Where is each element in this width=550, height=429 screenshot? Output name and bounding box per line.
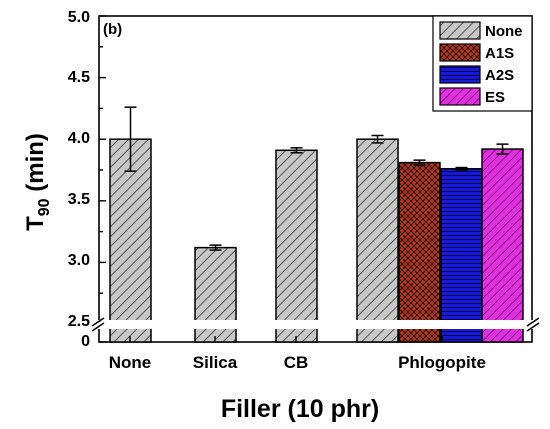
x-tick-label-silica: Silica — [193, 353, 238, 372]
x-axis-title: Filler (10 phr) — [221, 395, 379, 423]
y-tick-label-5.0: 5.0 — [68, 9, 90, 26]
error-bar-silica-none — [209, 244, 222, 251]
x-tick-label-phlogopite: Phlogopite — [398, 353, 486, 372]
error-bar-phlogopite-none — [371, 134, 384, 144]
bar-cb-none — [275, 149, 318, 343]
y-axis-title-main: T — [22, 216, 49, 231]
axis-break-right — [526, 317, 540, 332]
legend-label-a2s: A2S — [485, 67, 514, 84]
error-bar-phlogopite-a2s — [455, 166, 468, 171]
panel-label: (b) — [103, 21, 122, 38]
y-axis-title: T90 (min) — [22, 133, 53, 231]
x-tick-label-cb: CB — [284, 353, 309, 372]
error-bar-phlogopite-a1s — [413, 159, 426, 166]
y-tick-label-2.5: 2.5 — [68, 313, 90, 330]
y-tick-label-3.0: 3.0 — [68, 252, 90, 269]
axis-break-gap — [92, 320, 540, 329]
bar-phlogopite-none — [356, 138, 399, 343]
error-bar-none-none — [124, 106, 137, 172]
legend: None A1S A2S ES — [432, 15, 533, 112]
legend-label-es: ES — [485, 89, 505, 106]
legend-swatch-none — [439, 21, 481, 40]
bar-phlogopite-a1s — [398, 161, 441, 343]
error-bar-cb-none — [290, 147, 303, 154]
y-axis-title-subscript: 90 — [36, 198, 53, 216]
y-axis-title-unit: (min) — [22, 133, 49, 198]
legend-swatch-a1s — [439, 43, 481, 62]
y-tick-label-4.0: 4.0 — [68, 130, 90, 147]
legend-label-a1s: A1S — [485, 45, 514, 62]
y-tick-label-0: 0 — [81, 333, 90, 350]
bar-phlogopite-es — [481, 148, 524, 343]
y-tick-label-3.5: 3.5 — [68, 191, 90, 208]
y-tick-label-4.5: 4.5 — [68, 69, 90, 86]
legend-swatch-es — [439, 87, 481, 106]
axis-break-left — [91, 317, 105, 332]
x-tick-label-none: None — [109, 353, 152, 372]
bar-phlogopite-a2s — [440, 168, 483, 343]
error-bar-phlogopite-es — [496, 143, 509, 155]
legend-label-none: None — [485, 23, 523, 40]
legend-swatch-a2s — [439, 65, 481, 84]
